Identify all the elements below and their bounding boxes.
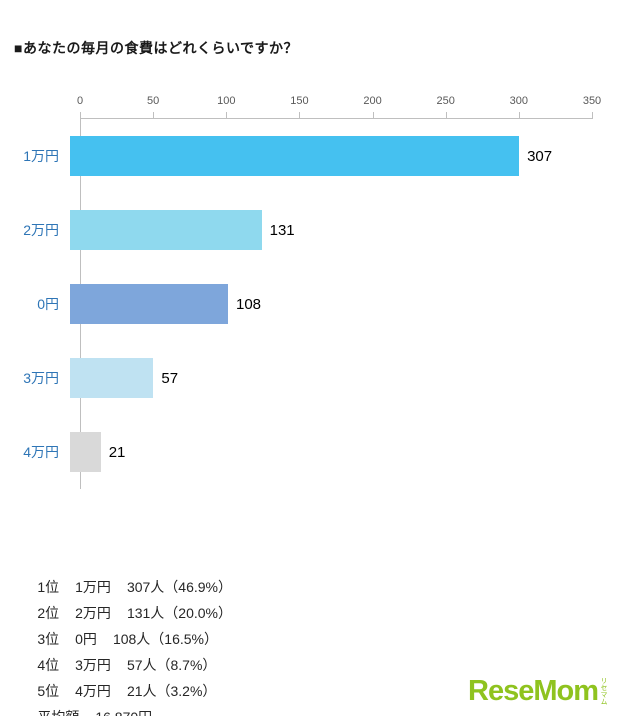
- rank-count: 131人（20.0%）: [126, 605, 232, 621]
- ranking-line: 3位 0円 108人（16.5%）: [14, 600, 232, 647]
- rank-category: 3万円: [75, 657, 111, 673]
- rank: 5位: [37, 683, 60, 699]
- category-label: 4万円: [23, 444, 59, 460]
- rank-count: 307人（46.9%）: [126, 579, 232, 595]
- x-tick-label: 100: [217, 95, 236, 107]
- x-tick-mark: [80, 112, 81, 118]
- ranking-line: 4位 3万円 57人（8.7%）: [14, 626, 232, 673]
- x-tick-label: 150: [290, 95, 309, 107]
- chart-title: ■あなたの毎月の食費はどれくらいですか？: [14, 40, 299, 56]
- ranking-summary: 1位 1万円 307人（46.9%） 2位 2万円 131人（20.0%） 3位 0円 10…: [14, 548, 232, 716]
- rank-count: 21人（3.2%）: [126, 683, 217, 699]
- bar-value-label: 57: [161, 369, 179, 387]
- bar: [70, 210, 262, 250]
- category-label: 3万円: [23, 370, 59, 386]
- rank-category: 2万円: [75, 605, 111, 621]
- rank: 2位: [37, 605, 60, 621]
- logo-text: ReseMom: [468, 675, 599, 707]
- rank: 4位: [37, 657, 60, 673]
- ranking-line: 2位 2万円 131人（20.0%）: [14, 574, 232, 621]
- rank-count: 57人（8.7%）: [126, 657, 217, 673]
- ranking-line: 5位 4万円 21人（3.2%）: [14, 652, 232, 699]
- bar-row: 4万円 21: [0, 415, 623, 489]
- x-axis-tick-marks: [80, 112, 593, 118]
- rank-category: 0円: [75, 631, 97, 647]
- ranking-line: 1位 1万円 307人（46.9%）: [14, 548, 232, 595]
- x-tick-label: 200: [363, 95, 382, 107]
- bar-row: 0円 108: [0, 267, 623, 341]
- x-tick-mark: [372, 112, 374, 118]
- x-tick-mark: [153, 112, 155, 118]
- bar-row: 3万円 57: [0, 341, 623, 415]
- bar-row: 1万円 307: [0, 119, 623, 193]
- bar: [70, 432, 101, 472]
- rank: 1位: [37, 579, 60, 595]
- bar: [70, 136, 520, 176]
- average-label: 平均額: [37, 709, 79, 716]
- x-tick-mark: [592, 112, 593, 118]
- category-label: 1万円: [23, 148, 59, 164]
- bar: [70, 358, 154, 398]
- resemom-logo: ReseMom リセマム: [468, 677, 607, 706]
- x-axis-line: [80, 118, 593, 119]
- category-label: 0円: [37, 296, 59, 312]
- bar-value-label: 307: [527, 147, 553, 165]
- x-tick-mark: [226, 112, 228, 118]
- bar-chart: 1万円 307 2万円 131 0円 108 3万円 57 4万円 21: [0, 119, 623, 489]
- logo-sub-text: リセマム: [600, 677, 607, 705]
- bar: [70, 284, 228, 324]
- bar-row: 2万円 131: [0, 193, 623, 267]
- average-value: 16,870円: [95, 709, 152, 716]
- bar-value-label: 131: [269, 221, 295, 239]
- rank-count: 108人（16.5%）: [112, 631, 218, 647]
- x-tick-label: 50: [147, 95, 160, 107]
- x-tick-label: 300: [509, 95, 529, 107]
- x-tick-label: 250: [436, 95, 455, 107]
- x-tick-mark: [299, 112, 301, 118]
- x-tick-label: 0: [76, 95, 84, 107]
- x-tick-mark: [445, 112, 447, 118]
- rank-category: 4万円: [75, 683, 111, 699]
- bar-value-label: 21: [108, 443, 126, 461]
- bar-value-label: 108: [235, 295, 262, 313]
- category-label: 2万円: [23, 222, 59, 238]
- x-tick-mark: [518, 112, 520, 118]
- average-line: 平均額 16,870円: [14, 678, 232, 716]
- rank-category: 1万円: [75, 579, 111, 595]
- x-tick-label: 350: [582, 95, 602, 107]
- x-axis-tick-labels: 0 50 100 150 200 250 300 350: [76, 95, 601, 109]
- rank: 3位: [37, 631, 60, 647]
